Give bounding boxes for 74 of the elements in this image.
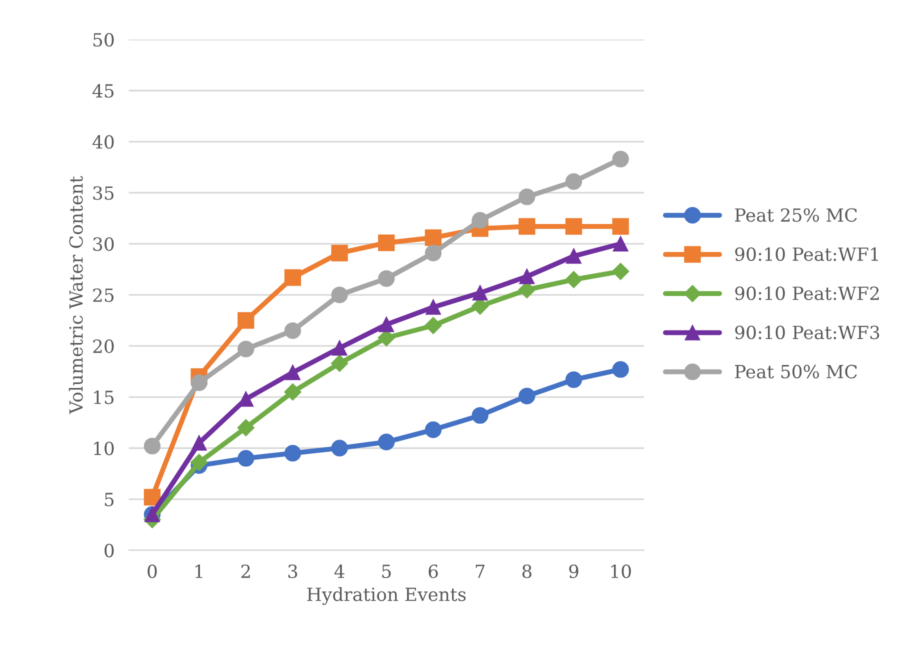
point [331, 244, 348, 262]
point [518, 188, 536, 206]
point [565, 218, 582, 235]
y-tick-label: 45 [92, 84, 114, 98]
x-tick-label: 5 [382, 564, 391, 578]
y-tick-label: 50 [93, 33, 114, 47]
y-tick-label: 20 [93, 339, 114, 354]
x-tick-label: 9 [569, 564, 578, 578]
y-tick-label: 15 [94, 390, 114, 404]
y-tick-label: 5 [104, 492, 114, 506]
point [284, 269, 302, 286]
point [519, 268, 535, 284]
x-tick-label: 4 [334, 564, 344, 578]
point [284, 322, 302, 339]
y-tick-label: 10 [94, 442, 114, 456]
point [331, 440, 348, 456]
x-tick-label: 0 [148, 564, 157, 578]
point [472, 407, 488, 424]
point [612, 361, 629, 378]
point [284, 383, 302, 400]
point [238, 312, 254, 329]
point [190, 454, 208, 471]
point [565, 271, 582, 288]
point [331, 286, 348, 304]
point [424, 229, 442, 246]
point [565, 173, 582, 190]
x-axis-title: Hydration Events [307, 587, 466, 605]
point [424, 421, 442, 438]
y-tick-label: 25 [93, 288, 114, 302]
point [237, 419, 254, 436]
point [426, 300, 441, 315]
y-tick-label: 0 [104, 544, 114, 558]
x-tick-label: 7 [476, 564, 485, 578]
point [190, 374, 208, 392]
x-tick-label: 2 [241, 564, 250, 578]
point [144, 488, 161, 506]
legend-label: 90:10 Peat:WF1 [735, 247, 878, 261]
legend-label: 90:10 Peat:WF2 [735, 286, 879, 300]
point [238, 450, 254, 467]
point [472, 212, 488, 229]
point [518, 218, 536, 235]
point [612, 262, 630, 280]
point [424, 316, 442, 334]
y-tick-label: 40 [92, 135, 114, 149]
point [144, 438, 161, 454]
point [472, 285, 488, 300]
point [378, 434, 395, 450]
y-tick-label: 35 [93, 186, 114, 200]
y-axis-title: Volumetric Water Content [68, 176, 83, 414]
point [565, 371, 582, 388]
x-tick-label: 3 [288, 564, 298, 578]
x-tick-label: 1 [196, 564, 202, 578]
point [238, 340, 254, 358]
legend-label: Peat 50% MC [735, 364, 857, 378]
point [566, 248, 582, 264]
point [285, 364, 300, 380]
point [378, 234, 395, 252]
y-tick-label: 30 [93, 237, 114, 251]
point [378, 270, 395, 287]
legend-label: Peat 25% MC [735, 208, 857, 222]
point [378, 316, 394, 332]
x-tick-label: 6 [428, 564, 438, 578]
point [331, 354, 348, 372]
point [518, 388, 536, 404]
point [284, 444, 302, 462]
point [332, 340, 348, 356]
point [612, 236, 628, 252]
point [424, 244, 442, 262]
point [612, 150, 629, 168]
x-tick-label: 8 [522, 564, 532, 578]
point [612, 218, 629, 235]
x-tick-label: 10 [611, 564, 631, 578]
point [191, 435, 207, 451]
legend-label: 90:10 Peat:WF3 [735, 326, 880, 340]
